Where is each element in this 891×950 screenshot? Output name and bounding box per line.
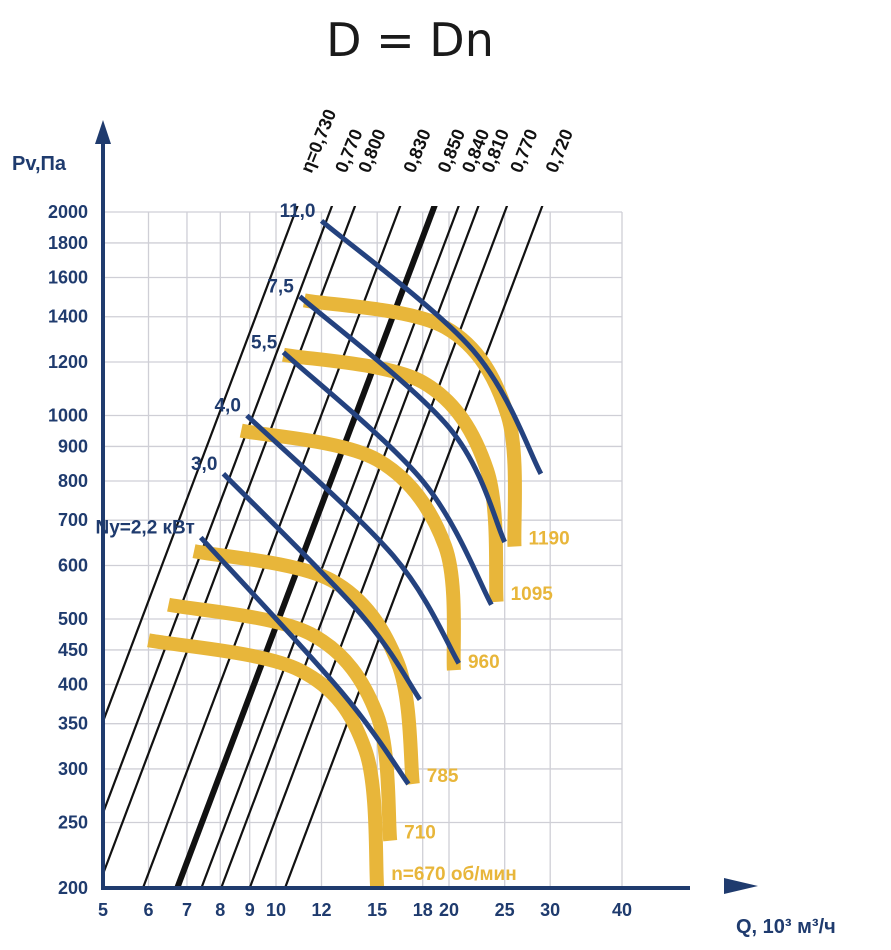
efficiency-line-4 [173, 206, 438, 889]
power-label-4: 7,5 [267, 276, 294, 297]
speed-curve-1 [167, 597, 398, 842]
power-curve-3 [281, 350, 494, 606]
speed-label-3: 960 [468, 652, 500, 673]
y-tick-label-15: 1800 [48, 233, 88, 253]
power-curves [198, 218, 544, 786]
y-axis-label: Pv,Па [12, 153, 67, 175]
efficiency-line-6 [219, 206, 480, 889]
x-tick-label-7: 15 [367, 900, 387, 920]
speed-label-1: 710 [404, 823, 436, 844]
x-tick-label-12: 40 [612, 900, 632, 920]
power-curve-4 [298, 294, 507, 544]
y-tick-label-8: 700 [58, 510, 88, 530]
y-tick-label-5: 450 [58, 640, 88, 660]
y-tick-label-4: 400 [58, 675, 88, 695]
power-label-0: Ny=2,2 кВт [95, 517, 194, 538]
x-tick-label-5: 10 [266, 900, 286, 920]
speed-label-4: 1095 [511, 584, 554, 605]
power-label-1: 3,0 [191, 454, 217, 475]
speed-label-5: 1190 [528, 529, 569, 550]
y-tick-label-1: 250 [58, 812, 88, 832]
chart-title: D = Dn [326, 13, 494, 67]
power-curve-0 [198, 535, 411, 786]
x-tick-label-8: 18 [413, 900, 433, 920]
y-tick-label-12: 1200 [48, 352, 88, 372]
tick-labels: 5 6 7 8 9 10 12 15 18 20 25 30 40 200 250 300 350 400 450 5… [48, 202, 632, 920]
x-tick-label-9: 20 [439, 900, 459, 920]
curve-labels: n=670 об/мин 710 785 960 1095 1190 Ny=2,2 кВт 3… [95, 201, 569, 885]
speed-curves [147, 293, 522, 889]
speed-curve-0 [147, 633, 385, 889]
y-tick-label-9: 800 [58, 471, 88, 491]
efficiency-line-2 [103, 206, 357, 878]
efficiency-line-5 [199, 206, 460, 889]
y-tick-label-0: 200 [58, 878, 88, 898]
efficiency-line-1 [103, 206, 334, 817]
x-tick-label-1: 6 [143, 900, 153, 920]
power-label-3: 5,5 [251, 332, 278, 353]
power-curve-1 [221, 472, 422, 702]
y-tick-label-2: 300 [58, 759, 88, 779]
x-tick-label-0: 5 [98, 900, 108, 920]
speed-curve-4 [282, 347, 504, 603]
power-label-2: 4,0 [214, 395, 240, 416]
efficiency-label-8: 0,720 [542, 126, 577, 175]
efficiency-line-3 [141, 206, 402, 889]
x-tick-label-11: 30 [540, 900, 560, 920]
y-tick-label-7: 600 [58, 555, 88, 575]
y-tick-label-6: 500 [58, 609, 88, 629]
x-tick-label-3: 8 [215, 900, 225, 920]
speed-label-0: n=670 об/мин [391, 864, 517, 885]
y-tick-label-16: 2000 [48, 202, 88, 222]
power-curve-5 [319, 218, 544, 476]
speed-label-2: 785 [427, 766, 459, 787]
y-tick-label-14: 1600 [48, 268, 88, 288]
x-tick-label-10: 25 [495, 900, 515, 920]
x-tick-label-2: 7 [182, 900, 192, 920]
x-axis-label: Q, 10³ м³/ч [736, 916, 836, 938]
y-axis-arrow [95, 120, 111, 144]
y-tick-label-13: 1400 [48, 307, 88, 327]
x-axis-arrow [724, 878, 758, 894]
y-tick-label-10: 900 [58, 436, 88, 456]
power-curve-2 [245, 413, 461, 665]
speed-curve-3 [239, 423, 461, 671]
y-tick-label-3: 350 [58, 714, 88, 734]
efficiency-line-0 [103, 206, 299, 725]
efficiency-label-3: 0,830 [399, 126, 434, 175]
x-tick-label-4: 9 [245, 900, 255, 920]
x-tick-label-6: 12 [311, 900, 331, 920]
axes [95, 120, 758, 894]
y-tick-label-11: 1000 [48, 405, 88, 425]
efficiency-lines [103, 206, 544, 889]
power-label-5: 11,0 [280, 201, 316, 222]
efficiency-line-7 [248, 206, 509, 889]
speed-curve-2 [192, 544, 420, 785]
